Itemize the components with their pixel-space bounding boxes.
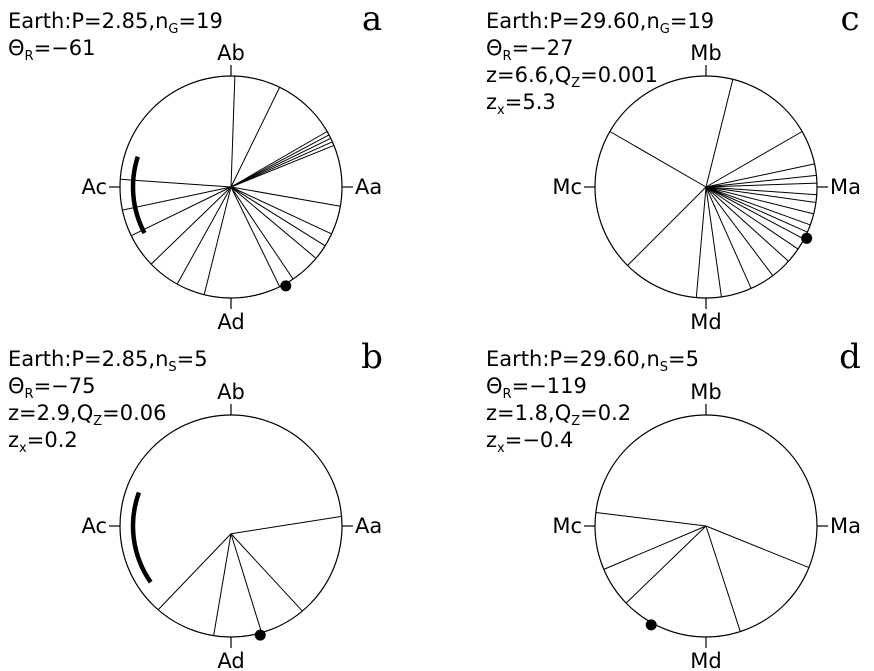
data-ray	[705, 186, 752, 289]
info-line: Earth:P=29.60,nG=19	[486, 9, 714, 37]
data-ray	[176, 186, 232, 285]
data-ray	[230, 186, 332, 235]
data-ray	[705, 186, 814, 215]
data-ray	[122, 186, 232, 211]
info-line: Earth:P=29.60,nS=5	[486, 347, 699, 375]
data-ray	[695, 186, 707, 298]
axis-label-top: Mb	[690, 380, 721, 404]
direction-dot	[280, 280, 292, 292]
panel-letter: c	[840, 0, 859, 39]
data-ray	[625, 525, 707, 604]
data-ray	[230, 134, 330, 188]
data-ray	[705, 186, 805, 240]
axis-label-bottom: Md	[690, 310, 721, 334]
info-line: z=1.8,QZ=0.2	[486, 401, 631, 429]
data-ray	[705, 525, 741, 632]
panel-c: Mb Ma Md Mc c Earth:P=29.60,nG=19ΘR=−27z=6.6,…	[486, 0, 861, 334]
data-ray	[203, 186, 232, 295]
info-line: Earth:P=2.85,nG=19	[8, 9, 223, 37]
info-line: ΘR=−61	[8, 36, 96, 64]
data-ray	[157, 533, 232, 611]
axis-label-right: Aa	[355, 514, 382, 538]
data-ray	[230, 137, 331, 188]
panel-letter: a	[362, 0, 382, 39]
data-ray	[150, 186, 232, 265]
panel-letter: d	[839, 337, 861, 377]
data-ray	[213, 533, 232, 636]
data-ray	[230, 144, 335, 188]
info-line: ΘR=−119	[486, 374, 587, 402]
panel-d: Mb Ma Md Mc d Earth:P=29.60,nS=5ΘR=−119z=1.8,…	[486, 337, 861, 671]
data-ray	[705, 186, 816, 203]
data-ray	[230, 533, 263, 633]
data-ray	[595, 511, 707, 527]
data-ray	[230, 515, 342, 535]
data-ray	[705, 186, 722, 297]
data-ray	[230, 186, 341, 207]
data-ray	[705, 186, 808, 233]
info-line: Earth:P=2.85,nS=5	[8, 347, 208, 375]
axis-label-top: Mb	[690, 41, 721, 65]
outer-circle	[119, 414, 343, 638]
data-ray	[230, 131, 328, 188]
data-ray	[627, 186, 707, 266]
axis-label-left: Ac	[81, 175, 107, 199]
panel-b: Ab Aa Ad Ac b Earth:P=2.85,nS=5ΘR=−75z=2.9,QZ…	[8, 337, 383, 671]
axis-label-left: Ac	[81, 514, 107, 538]
data-ray	[705, 131, 803, 188]
axis-label-top: Ab	[217, 380, 245, 404]
info-line: ΘR=−75	[8, 374, 96, 402]
axis-label-bottom: Ad	[217, 310, 244, 334]
axis-label-right: Ma	[830, 175, 861, 199]
data-ray	[705, 186, 789, 262]
data-ray	[230, 186, 294, 280]
axis-label-bottom: Md	[690, 649, 721, 671]
mean-arc	[130, 156, 147, 235]
data-ray	[705, 525, 810, 569]
axis-label-bottom: Ad	[217, 649, 244, 671]
info-line: zx=0.2	[8, 428, 78, 456]
direction-dot	[801, 232, 813, 244]
data-ray	[230, 141, 333, 188]
info-line: zx=5.3	[486, 90, 556, 118]
info-line: ΘR=−27	[486, 36, 574, 64]
direction-dot	[254, 629, 266, 641]
data-ray	[705, 163, 815, 188]
data-ray	[705, 174, 817, 188]
data-ray	[705, 186, 799, 250]
data-ray	[705, 186, 774, 276]
mean-arc	[130, 491, 153, 584]
data-ray	[230, 533, 303, 612]
info-line: z=6.6,QZ=0.001	[486, 63, 658, 91]
data-ray	[230, 186, 326, 247]
data-ray	[131, 186, 232, 237]
data-ray	[230, 186, 281, 287]
data-ray	[705, 182, 817, 188]
panel-letter: b	[361, 337, 383, 377]
info-line: z=2.9,QZ=0.06	[8, 401, 167, 429]
data-ray	[705, 79, 734, 188]
data-ray	[120, 178, 232, 188]
axis-label-right: Aa	[355, 175, 382, 199]
data-ray	[705, 186, 817, 196]
data-ray	[230, 76, 236, 188]
info-line: zx=−0.4	[486, 428, 573, 456]
data-ray	[230, 186, 317, 259]
data-ray	[230, 87, 281, 188]
data-ray	[603, 525, 707, 570]
direction-dot	[645, 619, 657, 631]
axis-label-right: Ma	[830, 514, 861, 538]
data-ray	[705, 186, 811, 226]
data-ray	[609, 131, 707, 188]
axis-label-left: Mc	[552, 175, 582, 199]
axis-label-top: Ab	[217, 41, 245, 65]
axis-label-left: Mc	[552, 514, 582, 538]
